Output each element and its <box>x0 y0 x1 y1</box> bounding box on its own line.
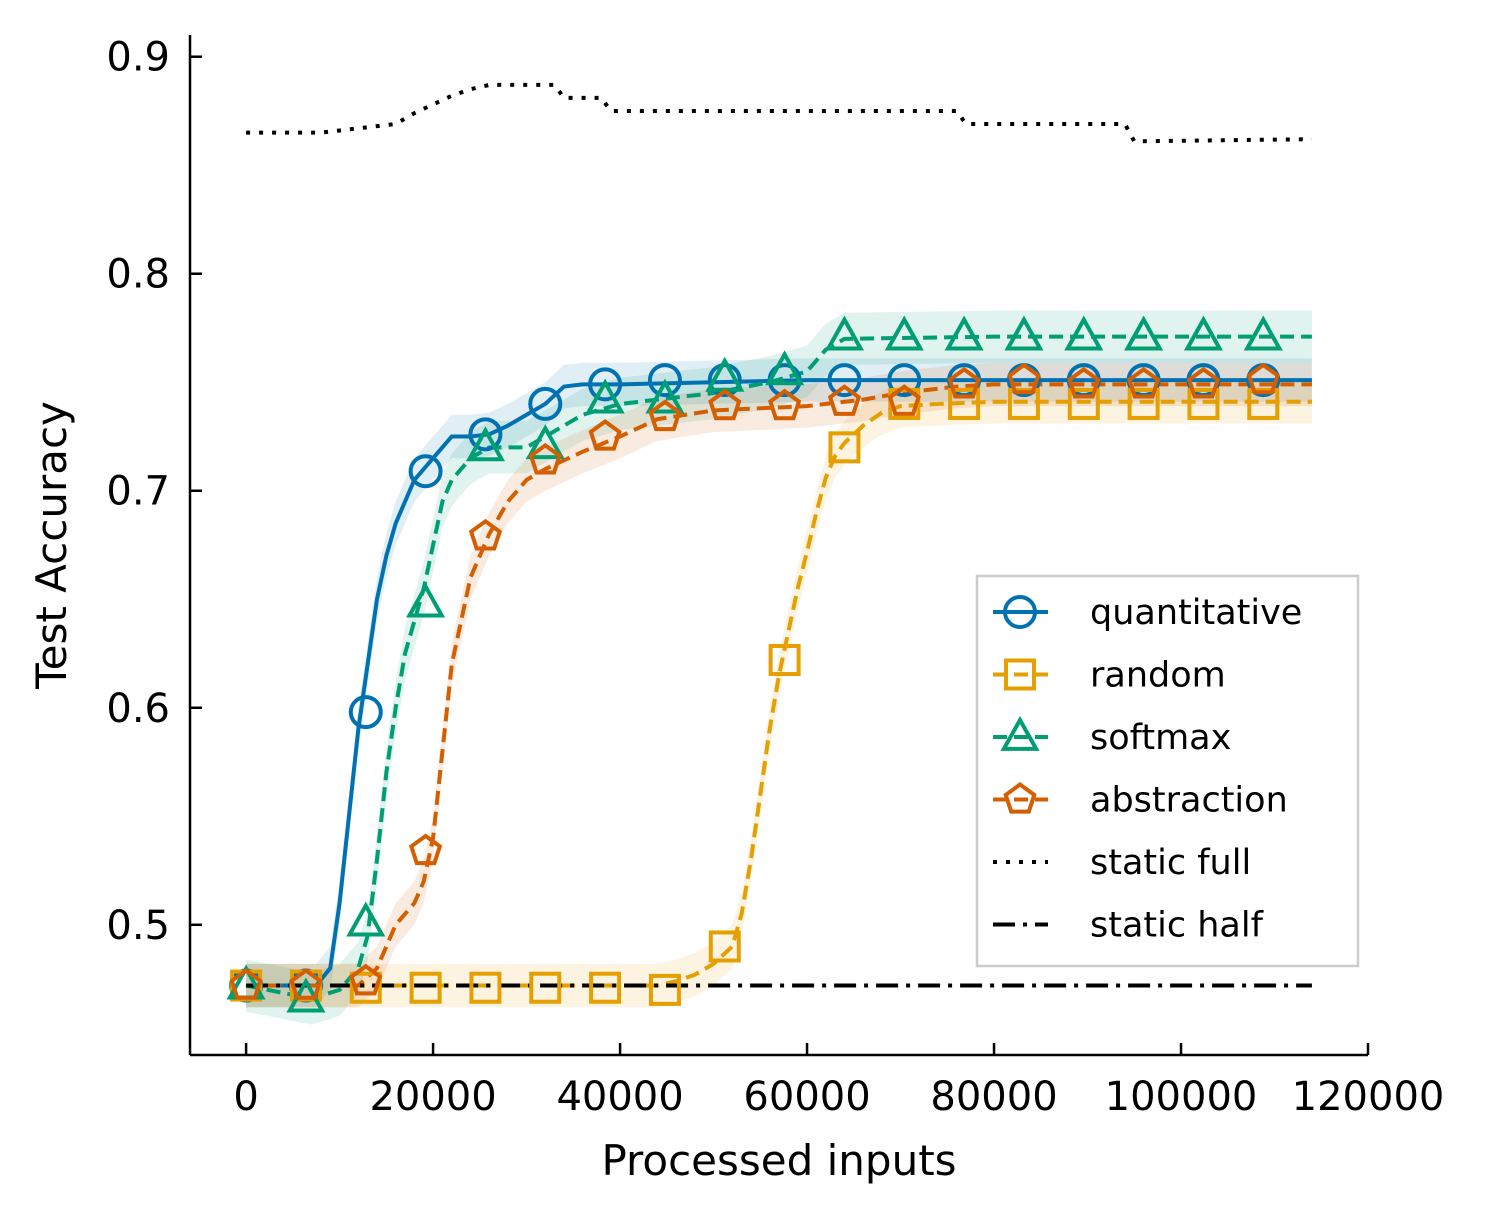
softmax-marker <box>465 426 505 462</box>
random-marker <box>1067 387 1100 420</box>
series-markers <box>226 315 1283 1013</box>
legend-label-abstraction: abstraction <box>1090 781 1288 821</box>
y-tick-label: 0.9 <box>106 35 170 81</box>
confidence-bands <box>246 310 1312 1025</box>
static-full-line <box>246 82 1312 144</box>
abstraction-marker <box>1246 362 1280 395</box>
y-tick-label: 0.8 <box>106 252 170 298</box>
legend-label-static-full: static full <box>1090 843 1251 883</box>
quantitative-marker <box>468 417 503 452</box>
abstraction-marker <box>1067 366 1101 399</box>
random-marker <box>648 973 681 1006</box>
legend-marker-random <box>1004 658 1036 691</box>
x-tick-label: 0 <box>233 1074 258 1120</box>
quantitative-marker <box>647 363 682 398</box>
axes <box>188 35 1368 1057</box>
abstraction-marker <box>229 968 263 1000</box>
random-marker <box>828 431 861 464</box>
abstraction-marker <box>827 384 862 416</box>
x-tick-label: 120000 <box>1292 1074 1445 1120</box>
softmax-band <box>246 310 1312 1025</box>
quantitative-marker <box>827 363 862 398</box>
softmax-marker <box>765 350 805 386</box>
random-marker <box>409 971 442 1004</box>
x-tick-label: 40000 <box>556 1074 683 1120</box>
abstraction-marker <box>289 968 323 1000</box>
abstraction-marker <box>887 384 921 416</box>
softmax-marker <box>1064 315 1104 351</box>
softmax-marker <box>585 378 625 414</box>
random-band <box>246 380 1312 1008</box>
y-tick-label: 0.7 <box>106 469 170 515</box>
softmax-marker <box>1004 315 1044 351</box>
softmax-line <box>245 334 1312 1001</box>
y-tick-label: 0.6 <box>106 686 170 732</box>
abstraction-marker <box>1127 366 1161 399</box>
quantitative-marker <box>348 695 383 730</box>
abstraction-marker <box>1007 362 1041 395</box>
y-ticks: 0.5 0.6 0.7 0.8 0.9 <box>106 35 202 949</box>
x-tick-label: 20000 <box>369 1074 496 1120</box>
quantitative-marker <box>588 367 623 402</box>
legend: quantitative random softmax abstraction stat… <box>975 574 1360 968</box>
random-marker <box>708 930 741 963</box>
abstraction-marker <box>468 518 503 551</box>
softmax-marker <box>645 378 685 414</box>
softmax-marker <box>824 315 865 351</box>
abstraction-marker <box>708 388 742 421</box>
abstraction-marker <box>947 366 981 399</box>
x-tick-label: 80000 <box>930 1074 1057 1120</box>
abstraction-marker <box>408 833 443 866</box>
y-axis-title: Test Accuracy <box>27 401 76 690</box>
random-marker <box>948 387 981 420</box>
random-marker <box>1187 387 1220 420</box>
softmax-marker <box>525 424 565 460</box>
series-lines <box>245 82 1312 1001</box>
random-marker <box>1127 387 1160 420</box>
quantitative-marker <box>707 363 742 398</box>
abstraction-marker <box>767 388 802 421</box>
legend-label-static-half: static half <box>1090 906 1264 946</box>
legend-label-quantitative: quantitative <box>1090 593 1302 633</box>
abstraction-marker <box>1186 366 1221 399</box>
x-tick-label: 100000 <box>1105 1074 1258 1120</box>
legend-marker-softmax <box>1000 715 1040 751</box>
legend-label-softmax: softmax <box>1090 718 1231 758</box>
quantitative-marker <box>408 454 443 489</box>
random-marker <box>469 971 502 1004</box>
softmax-marker <box>1124 315 1164 351</box>
legend-marker-quantitative <box>1003 595 1037 629</box>
softmax-marker <box>1243 315 1283 351</box>
softmax-marker <box>884 315 924 351</box>
abstraction-marker <box>349 963 383 996</box>
abstraction-line <box>246 382 1312 988</box>
x-tick-label: 60000 <box>743 1074 870 1120</box>
random-marker <box>529 971 562 1004</box>
y-tick-label: 0.5 <box>106 903 170 949</box>
abstraction-marker <box>588 419 622 451</box>
quantitative-marker <box>528 386 563 421</box>
legend-marker-abstraction <box>1003 782 1037 814</box>
legend-frame <box>975 574 1360 968</box>
random-marker <box>1247 387 1280 420</box>
legend-label-random: random <box>1090 656 1226 696</box>
random-marker <box>1007 387 1040 420</box>
quantitative-marker <box>887 363 922 398</box>
softmax-marker <box>944 315 984 351</box>
abstraction-marker <box>648 399 682 432</box>
softmax-marker <box>1183 315 1224 351</box>
abstraction-marker <box>528 442 562 475</box>
random-marker <box>768 644 801 677</box>
softmax-marker <box>406 582 446 618</box>
random-marker <box>349 971 382 1004</box>
x-axis-title: Processed inputs <box>601 1136 956 1185</box>
softmax-marker <box>346 901 386 937</box>
random-line <box>246 399 1312 988</box>
x-ticks: 0 20000 40000 60000 80000 100000 120000 <box>233 1043 1444 1120</box>
random-marker <box>589 971 622 1004</box>
